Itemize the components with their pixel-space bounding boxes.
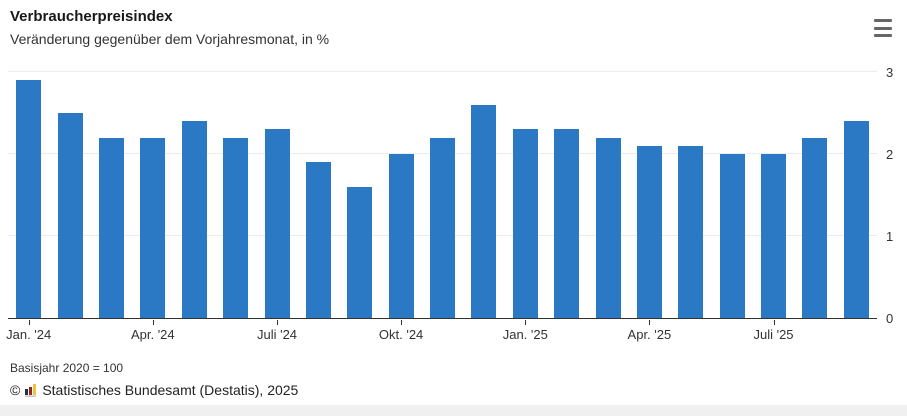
bar[interactable]	[802, 137, 828, 318]
bar[interactable]	[16, 80, 42, 318]
hamburger-icon	[874, 34, 892, 37]
copyright-line: © Statistisches Bundesamt (Destatis), 20…	[10, 382, 298, 398]
chart-title: Verbraucherpreisindex	[10, 8, 173, 25]
copyright-text: Statistisches Bundesamt (Destatis), 2025	[42, 382, 299, 398]
x-axis-tick-label: Apr. '25	[627, 327, 672, 342]
x-axis-tick	[152, 320, 154, 325]
plot-area	[8, 71, 877, 319]
bar[interactable]	[719, 154, 745, 318]
x-axis-tick-label: Apr. '24	[130, 327, 175, 342]
bar[interactable]	[57, 113, 83, 318]
bar[interactable]	[305, 162, 331, 318]
y-axis-tick-label: 1	[886, 229, 894, 244]
bar[interactable]	[554, 129, 580, 318]
x-axis-tick	[773, 320, 775, 325]
hamburger-icon	[874, 19, 892, 22]
bar[interactable]	[843, 121, 869, 318]
x-axis-tick-label: Jan. '24	[6, 327, 52, 342]
y-axis-tick-label: 0	[886, 311, 894, 326]
bar[interactable]	[595, 137, 621, 318]
x-axis-tick	[277, 320, 278, 325]
chart-subtitle: Veränderung gegenüber dem Vorjahresmonat…	[10, 31, 330, 47]
bar[interactable]	[181, 121, 207, 318]
x-axis-tick-label: Okt. '24	[378, 327, 424, 342]
bar[interactable]	[140, 137, 166, 318]
destatis-logo-icon	[24, 383, 38, 397]
y-axis-tick-label: 3	[886, 65, 894, 80]
x-axis-tick	[525, 320, 527, 325]
x-axis-tick-label: Juli '24	[256, 327, 298, 342]
bar[interactable]	[264, 129, 290, 318]
x-axis-tick	[28, 320, 30, 325]
y-axis-tick-label: 2	[886, 147, 894, 162]
bar[interactable]	[347, 186, 373, 318]
bar[interactable]	[636, 145, 662, 318]
chart-context-menu-button[interactable]	[871, 17, 897, 39]
bar[interactable]	[223, 137, 249, 318]
bar[interactable]	[471, 104, 497, 318]
x-axis-tick	[401, 320, 403, 325]
gridline	[8, 71, 877, 72]
bar[interactable]	[430, 137, 455, 318]
x-axis-tick	[649, 320, 651, 325]
bar[interactable]	[512, 129, 538, 318]
x-axis-tick-label: Juli '25	[753, 327, 794, 342]
bar[interactable]	[678, 145, 704, 318]
copyright-symbol: ©	[10, 382, 21, 398]
x-axis-tick-label: Jan. '25	[502, 327, 548, 342]
base-year-note: Basisjahr 2020 = 100	[10, 361, 124, 375]
bar[interactable]	[388, 154, 414, 318]
bar[interactable]	[99, 137, 124, 318]
bottom-strip	[0, 405, 907, 416]
hamburger-icon	[874, 26, 892, 30]
bar[interactable]	[761, 154, 786, 318]
